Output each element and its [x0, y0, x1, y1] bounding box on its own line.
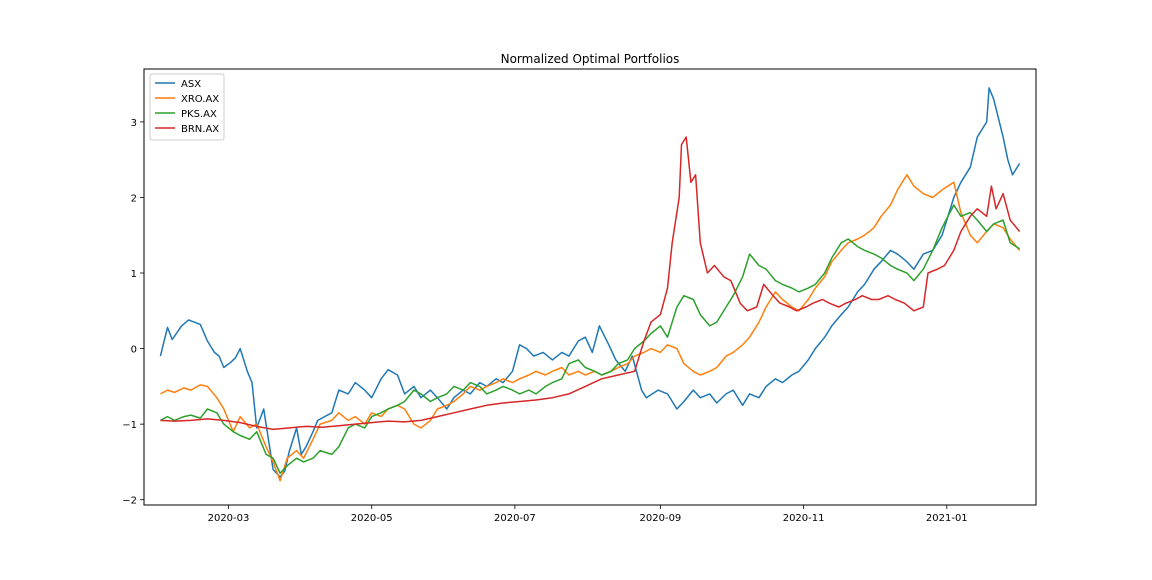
legend-label: PKS.AX: [181, 109, 217, 120]
series-group: [159, 87, 1021, 482]
series-line-brn-ax: [160, 136, 1021, 431]
x-tick-label: 2020-05: [351, 513, 393, 524]
x-tick-label: 2020-07: [494, 513, 536, 524]
x-axis: 2020-03 2020-05 2020-07 2020-09 2020-11 2021-…: [208, 505, 968, 524]
plot-frame: [143, 68, 1037, 506]
y-tick-label: 1: [131, 269, 137, 280]
series-line-xro-ax: [160, 174, 1021, 482]
x-tick-label: 2020-03: [208, 513, 250, 524]
x-tick-label: 2020-11: [783, 513, 825, 524]
legend-label: ASX: [181, 79, 201, 90]
y-tick-label: 3: [131, 118, 137, 129]
series-line-pks-ax: [160, 204, 1021, 475]
x-tick-label: 2020-09: [640, 513, 682, 524]
y-tick-label: 0: [131, 345, 137, 356]
legend-label: XRO.AX: [181, 94, 219, 105]
y-tick-label: −2: [122, 496, 137, 507]
legend-box: [149, 73, 225, 141]
x-tick-label: 2021-01: [926, 513, 968, 524]
legend: ASX XRO.AX PKS.AX BRN.AX: [149, 73, 225, 141]
y-axis: −2 −1 0 1 2 3: [122, 118, 144, 507]
y-tick-label: 2: [131, 193, 137, 204]
y-tick-label: −1: [122, 420, 137, 431]
legend-label: BRN.AX: [181, 124, 219, 135]
chart-title: Normalized Optimal Portfolios: [501, 52, 680, 66]
series-line-asx: [159, 87, 1021, 478]
